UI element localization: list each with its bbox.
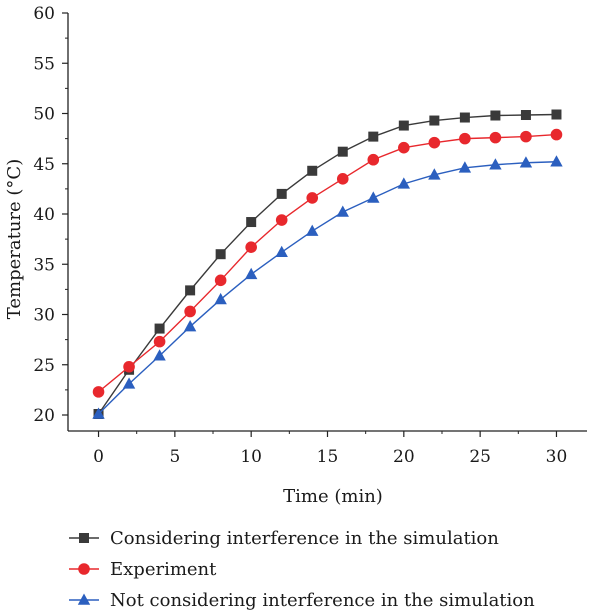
x-tick-label: 0 — [93, 447, 104, 467]
data-point-triangle — [92, 407, 105, 419]
data-point-circle — [153, 335, 166, 348]
y-axis-title: Temperature (°C) — [4, 159, 25, 319]
data-point-triangle — [458, 161, 472, 173]
data-point-square — [154, 323, 165, 334]
legend-label: Not considering interference in the simu… — [110, 590, 535, 611]
data-point-square — [215, 249, 226, 260]
x-tick-label: 30 — [546, 447, 568, 467]
data-point-triangle — [153, 349, 166, 361]
data-point-triangle — [397, 177, 411, 189]
data-point-circle — [123, 360, 135, 373]
data-point-circle — [275, 214, 288, 226]
data-point-triangle — [519, 156, 533, 168]
data-point-square — [551, 109, 562, 120]
data-point-circle — [520, 130, 532, 143]
series-line — [97, 113, 557, 415]
series-line — [98, 133, 557, 393]
data-point-square — [276, 188, 287, 199]
data-point-circle — [428, 136, 441, 149]
data-point-square — [459, 112, 470, 123]
data-point-triangle — [275, 245, 288, 257]
legend-marker-square — [79, 533, 89, 543]
data-point-triangle — [336, 205, 349, 217]
data-point-circle — [336, 173, 349, 185]
x-tick-label: 10 — [240, 447, 262, 467]
legend-marker-triangle — [77, 593, 91, 605]
data-point-triangle — [367, 191, 380, 203]
series-triangle — [92, 155, 563, 419]
data-point-circle — [550, 128, 563, 141]
data-point-square — [246, 217, 257, 228]
y-tick-label: 20 — [33, 406, 55, 426]
x-tick-label: 5 — [169, 447, 180, 467]
data-point-triangle — [214, 292, 227, 305]
legend-item: Not considering interference in the simu… — [69, 590, 535, 611]
y-tick-label: 55 — [33, 54, 55, 74]
legend-label: Experiment — [110, 559, 217, 580]
y-tick-label: 35 — [33, 255, 55, 275]
legend: Considering interference in the simulati… — [69, 528, 535, 611]
y-tick-label: 60 — [33, 4, 55, 24]
x-axis-title: Time (min) — [283, 486, 383, 507]
y-tick-label: 45 — [33, 155, 55, 175]
data-point-triangle — [183, 320, 197, 332]
legend-label: Considering interference in the simulati… — [110, 528, 499, 549]
data-point-square — [307, 165, 318, 176]
data-point-circle — [214, 274, 227, 287]
series-circle — [92, 128, 563, 398]
data-point-triangle — [306, 224, 319, 236]
y-tick-label: 50 — [33, 105, 55, 125]
y-tick-label: 40 — [33, 205, 55, 225]
x-tick-label: 25 — [469, 447, 491, 467]
data-point-triangle — [244, 267, 258, 280]
ticks: 20 25 30 35 40 45 50 55 60 0 5 10 15 20 25 30 — [33, 4, 567, 467]
legend-marker-circle — [78, 563, 90, 575]
data-point-square — [429, 115, 440, 126]
legend-item: Experiment — [69, 559, 217, 580]
data-point-circle — [459, 132, 471, 145]
data-point-square — [398, 120, 409, 131]
x-tick-label: 20 — [393, 447, 415, 467]
data-point-square — [185, 285, 196, 296]
y-tick-label: 30 — [33, 306, 55, 326]
x-tick-label: 15 — [317, 447, 339, 467]
data-point-square — [520, 110, 531, 121]
data-point-circle — [367, 153, 380, 166]
y-tick-label: 25 — [33, 356, 55, 376]
legend-item: Considering interference in the simulati… — [69, 528, 499, 549]
data-point-triangle — [428, 168, 441, 180]
data-point-circle — [92, 386, 105, 398]
series-line — [98, 161, 557, 415]
data-point-square — [368, 131, 379, 142]
data-point-circle — [184, 305, 196, 318]
data-point-circle — [306, 192, 319, 204]
data-point-circle — [245, 241, 257, 253]
data-point-circle — [398, 141, 410, 154]
data-point-triangle — [550, 155, 563, 167]
data-point-circle — [489, 131, 502, 144]
data-point-square — [337, 146, 348, 157]
data-point-triangle — [489, 158, 502, 170]
series-square — [93, 109, 562, 419]
plot-area — [92, 109, 563, 419]
data-point-triangle — [122, 377, 136, 389]
data-point-square — [490, 110, 501, 121]
